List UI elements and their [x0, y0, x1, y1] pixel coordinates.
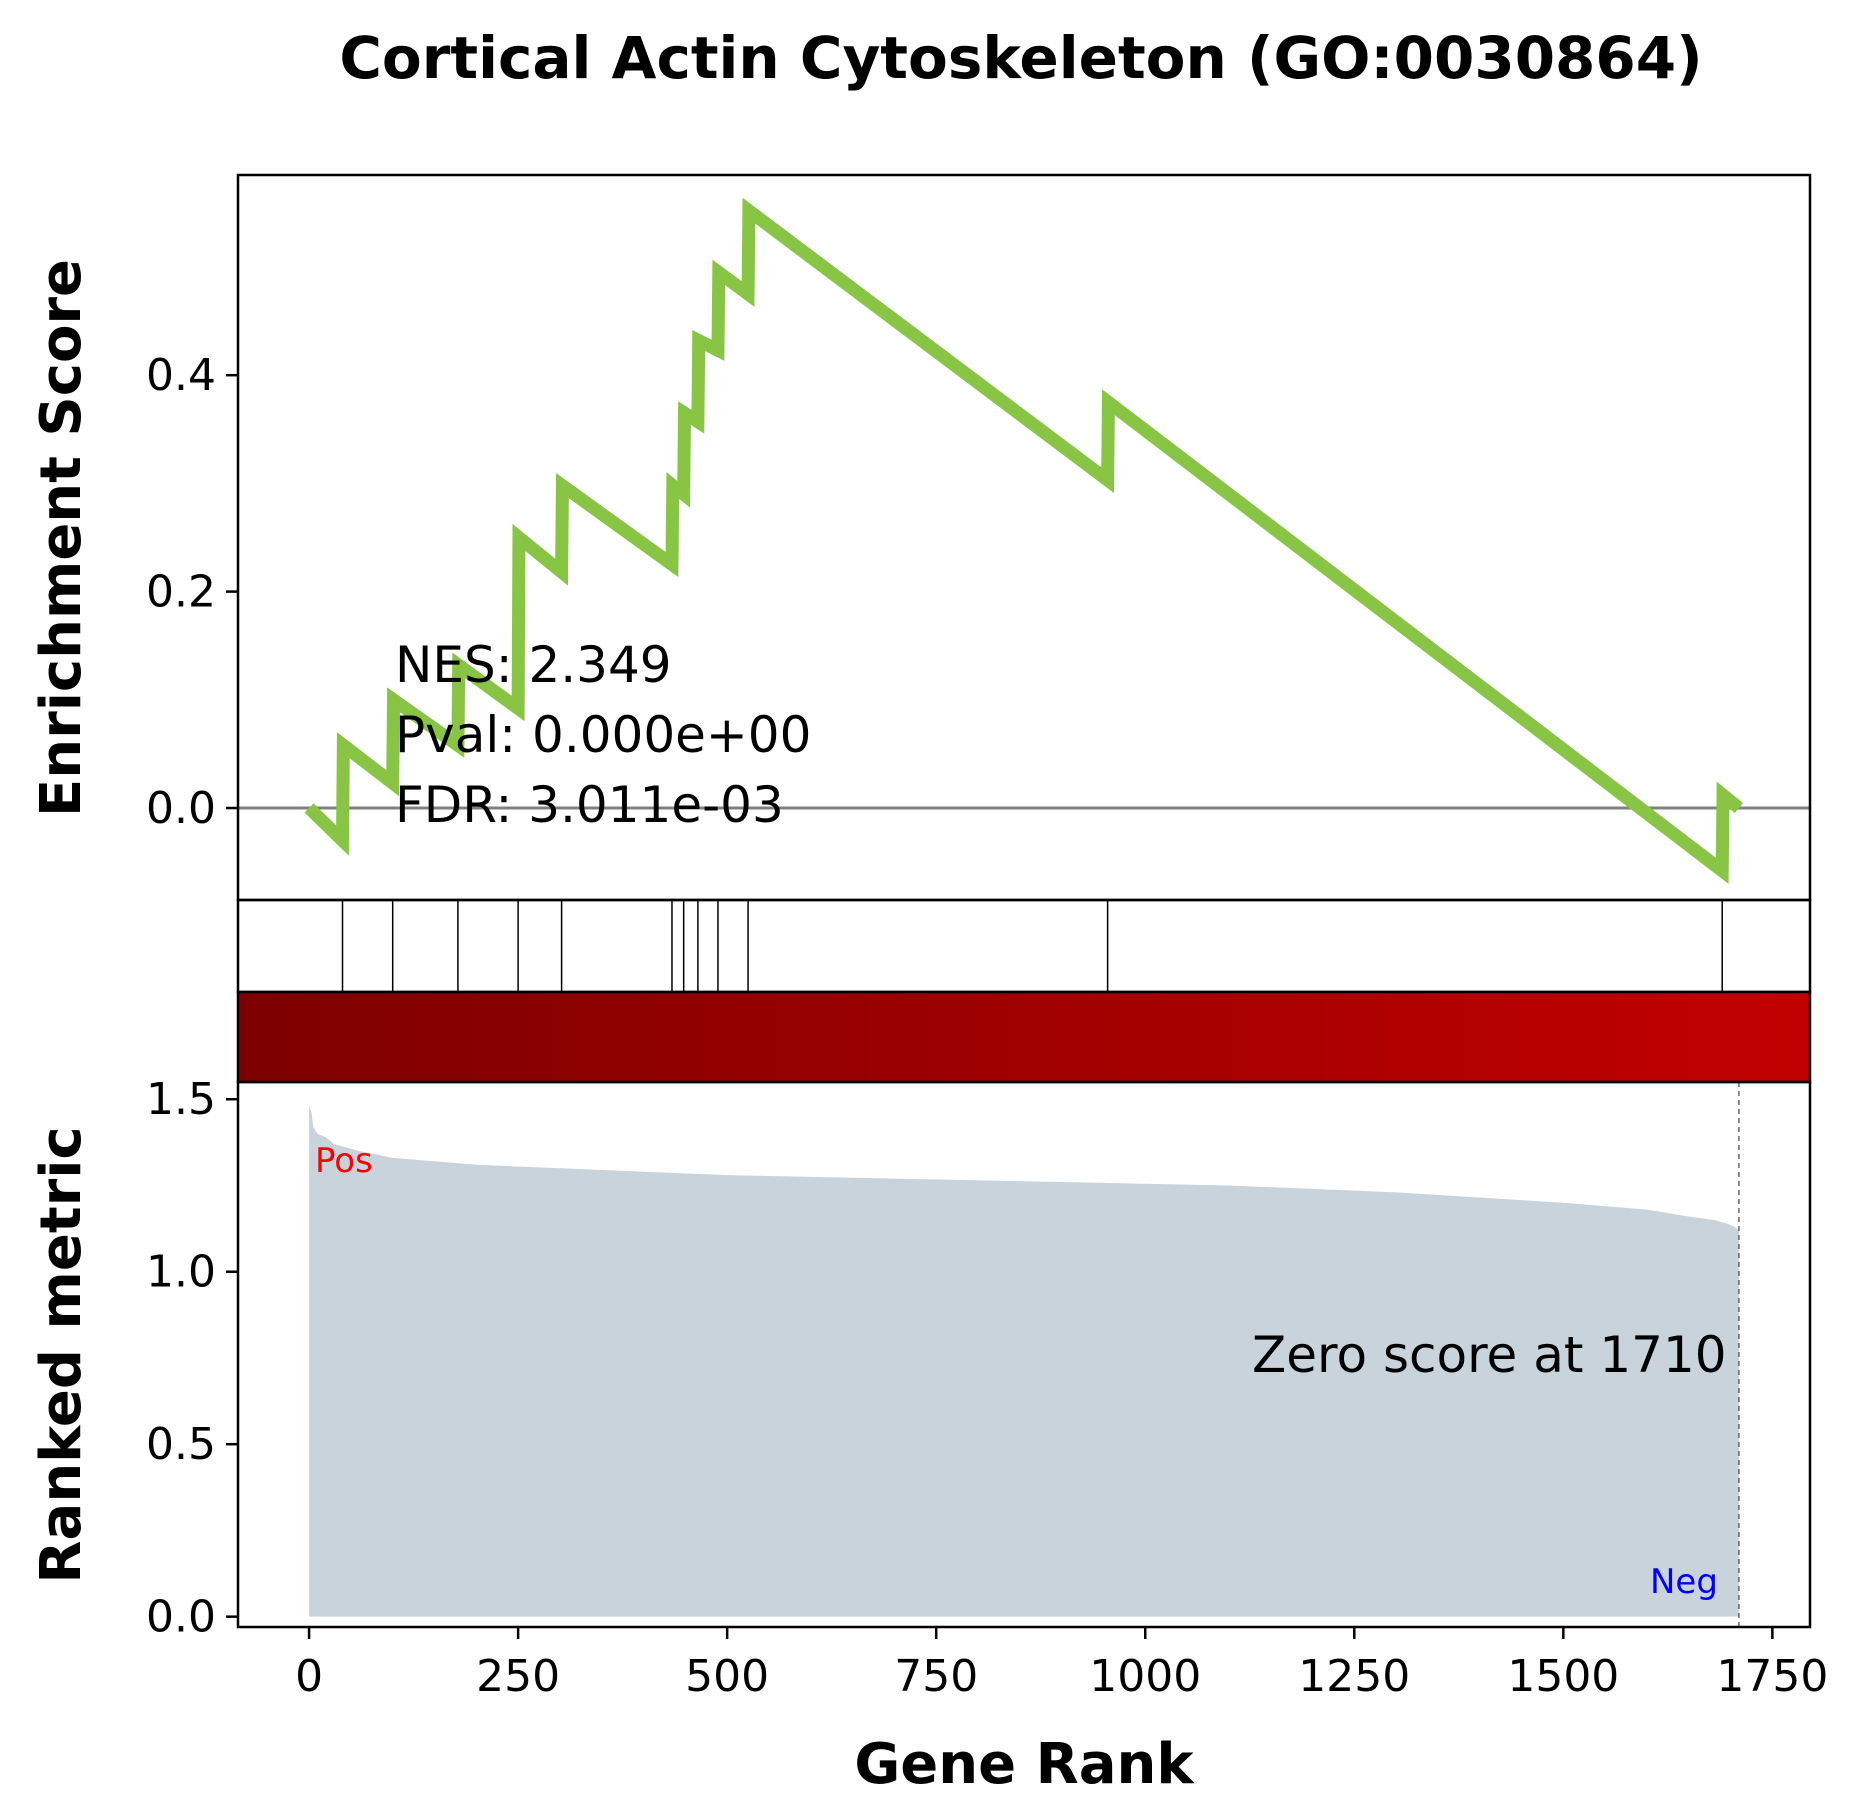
x-tick-label: 1250 — [1298, 1651, 1410, 1702]
x-tick-label: 1750 — [1716, 1651, 1828, 1702]
gene-hit-markers-panel — [236, 898, 1812, 994]
x-tick-label: 500 — [685, 1651, 769, 1702]
gene-hit-lines — [341, 900, 1723, 992]
x-tick-label: 750 — [894, 1651, 978, 1702]
nes-stat: NES: 2.349 — [395, 636, 672, 694]
ranked-metric-panel: Pos Neg Zero score at 1710 0.0 0.5 1.0 1.5 — [146, 1074, 1812, 1643]
x-axis-label: Gene Rank — [854, 1732, 1195, 1797]
pos-label: Pos — [315, 1141, 373, 1181]
fdr-stat: FDR: 3.011e-03 — [395, 776, 784, 834]
es-tick-label: 0.4 — [146, 350, 216, 401]
es-y-axis-label: Enrichment Score — [29, 259, 94, 817]
enrichment-score-panel: 0.0 0.2 0.4 NES: 2.349 Pval: 0.000e+00 FDR… — [146, 173, 1812, 902]
chart-title: Cortical Actin Cytoskeleton (GO:0030864) — [339, 24, 1702, 92]
metric-tick-label: 0.5 — [146, 1419, 216, 1470]
es-y-ticks: 0.0 0.2 0.4 — [146, 350, 238, 834]
pval-stat: Pval: 0.000e+00 — [395, 706, 811, 764]
metric-tick-label: 1.0 — [146, 1247, 216, 1298]
zero-score-label: Zero score at 1710 — [1252, 1326, 1727, 1384]
x-tick-label: 1000 — [1089, 1651, 1201, 1702]
metric-y-axis-label: Ranked metric — [29, 1126, 94, 1583]
enrichment-score-line — [304, 197, 1744, 884]
es-tick-label: 0.0 — [146, 783, 216, 834]
metric-tick-label: 0.0 — [146, 1592, 216, 1643]
rank-colorbar — [236, 990, 1812, 1084]
x-tick-label: 0 — [295, 1651, 323, 1702]
metric-tick-label: 1.5 — [146, 1074, 216, 1125]
hits-panel-frame — [236, 898, 1812, 994]
x-tick-label: 250 — [476, 1651, 560, 1702]
x-axis-ticks: 0 250 500 750 1000 1250 1500 1750 — [295, 1627, 1828, 1702]
neg-label: Neg — [1650, 1562, 1718, 1602]
metric-y-ticks: 0.0 0.5 1.0 1.5 — [146, 1074, 238, 1643]
es-tick-label: 0.2 — [146, 567, 216, 618]
x-tick-label: 1500 — [1507, 1651, 1619, 1702]
metric-panel-frame — [236, 1080, 1812, 1629]
ranked-metric-area — [309, 1106, 1739, 1617]
